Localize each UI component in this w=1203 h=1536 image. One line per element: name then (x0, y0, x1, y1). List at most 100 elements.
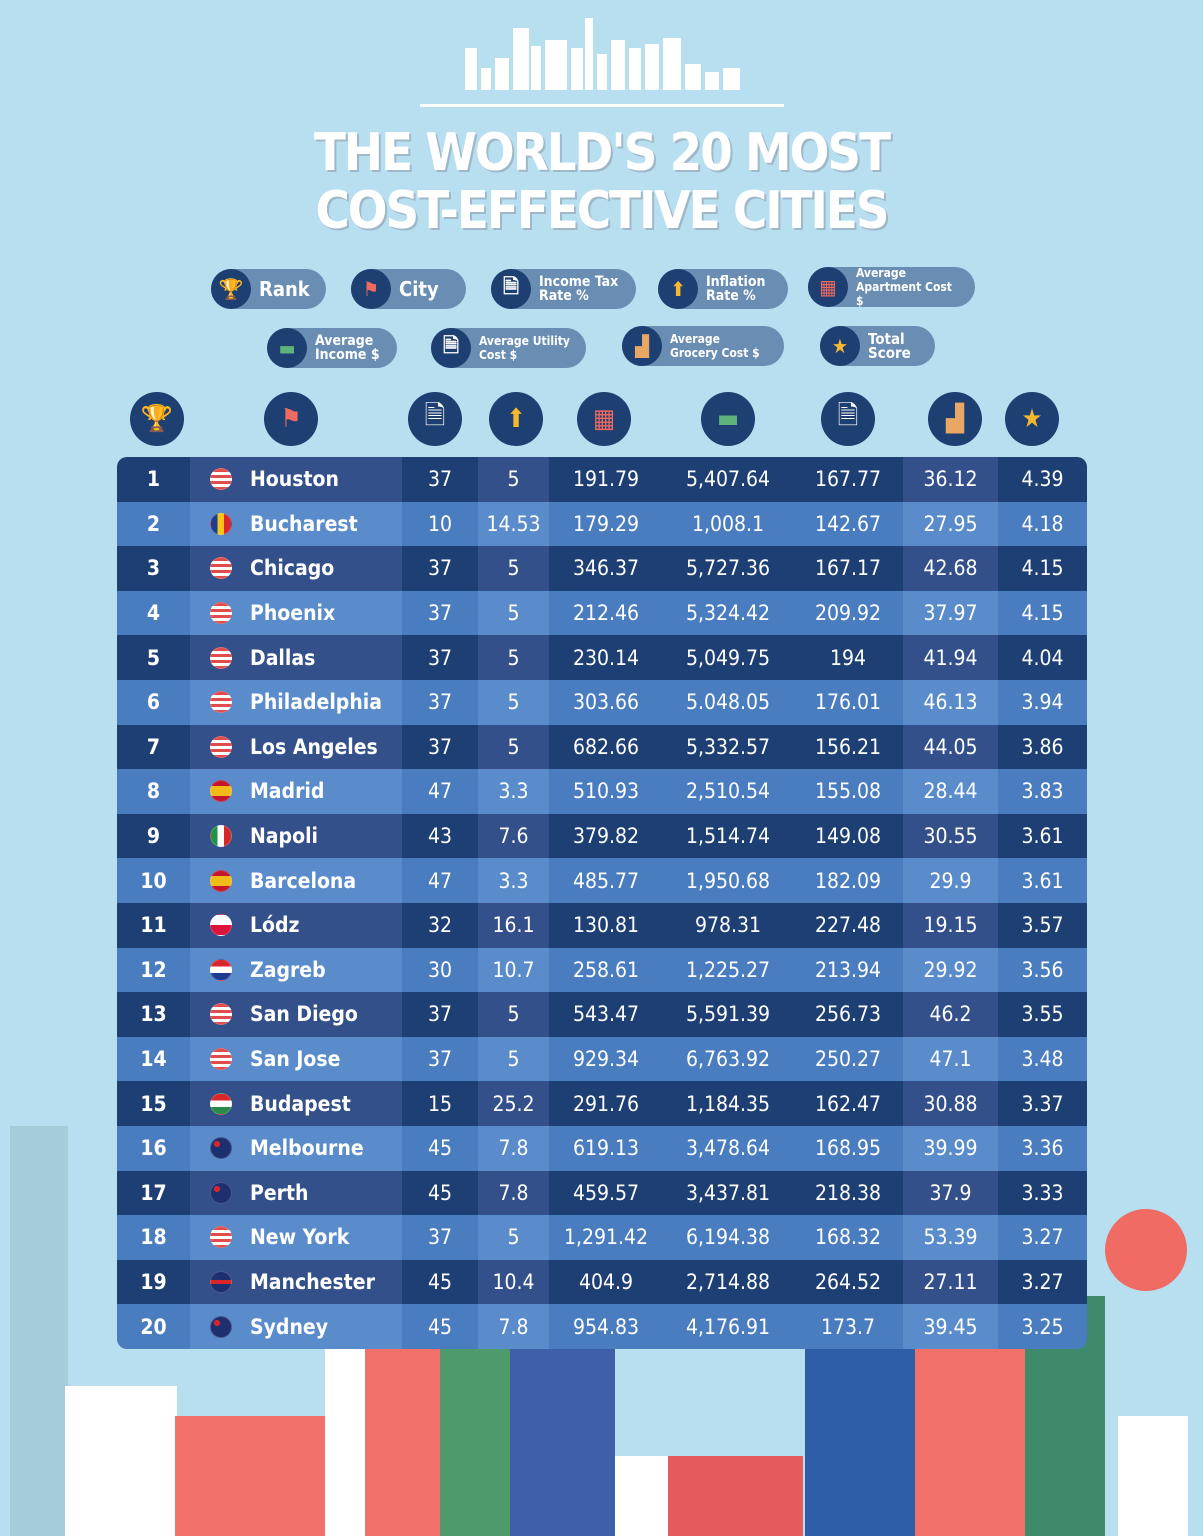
cell-grocery: 27.11 (903, 1259, 998, 1305)
cell-grocery: 53.39 (903, 1215, 998, 1260)
score-value: 3.57 (1021, 913, 1064, 938)
flag-us-icon (210, 1003, 232, 1026)
tax-value: 15 (427, 1091, 453, 1116)
cell-score: 3.36 (998, 1126, 1087, 1171)
star-icon: ★ (820, 326, 860, 366)
city-value: Melbourne (250, 1136, 364, 1161)
cell-rank: 17 (117, 1171, 190, 1216)
tax-value: 37 (427, 645, 453, 670)
cell-grocery: 29.9 (903, 858, 998, 903)
cell-city: Perth (190, 1170, 402, 1216)
cell-city: Philadelphia (190, 679, 402, 725)
utility-value: 218.38 (814, 1180, 882, 1205)
cell-tax: 37 (402, 591, 478, 636)
cell-tax: 37 (402, 546, 478, 591)
score-value: 3.86 (1021, 734, 1064, 759)
inflation-value: 16.1 (492, 913, 535, 938)
cell-tax: 15 (402, 1081, 478, 1126)
grocery-value: 39.99 (923, 1136, 978, 1161)
cell-tax: 43 (402, 814, 478, 859)
city-value: New York (250, 1225, 350, 1250)
tax-value: 45 (427, 1314, 453, 1339)
utility-value: 194 (829, 645, 867, 670)
cell-tax: 37 (402, 635, 478, 680)
grocery-value: 36.12 (923, 467, 978, 492)
income-value: 5,332.57 (685, 734, 771, 759)
tax-value: 37 (427, 1225, 453, 1250)
city-value: Budapest (250, 1091, 351, 1116)
cell-inflation: 7.8 (478, 1170, 549, 1216)
city-value: Manchester (250, 1269, 375, 1294)
cell-income: 1,950.68 (663, 858, 793, 903)
cell-apartment: 291.76 (549, 1081, 663, 1126)
cell-grocery: 29.92 (903, 947, 998, 993)
city-value: Chicago (250, 556, 335, 581)
cell-city: Budapest (190, 1081, 402, 1126)
cell-city: Houston (190, 457, 402, 502)
legend-rank: 🏆 Rank (211, 269, 326, 309)
cell-city: Barcelona (190, 858, 402, 903)
cell-inflation: 7.8 (478, 1304, 549, 1349)
apartment-value: 303.66 (572, 690, 640, 715)
cell-inflation: 3.3 (478, 858, 549, 903)
flag-us-icon (210, 691, 232, 714)
cell-rank: 13 (117, 992, 190, 1037)
tax-value: 37 (427, 1002, 453, 1027)
city-value: Philadelphia (250, 690, 382, 715)
rank-value: 13 (140, 1002, 167, 1027)
cell-score: 3.33 (998, 1171, 1087, 1216)
flag-it-icon (210, 825, 232, 848)
legend-inflation: ⬆ Inflation Rate % (658, 269, 788, 309)
cell-rank: 20 (117, 1304, 190, 1349)
cell-inflation: 5 (478, 1036, 549, 1082)
score-value: 3.33 (1021, 1180, 1064, 1205)
grocery-value: 53.39 (923, 1225, 978, 1250)
city-value: Zagreb (250, 957, 326, 982)
income-value: 4,176.91 (685, 1314, 771, 1339)
cell-inflation: 5 (478, 635, 549, 680)
cell-apartment: 485.77 (549, 858, 663, 903)
cell-apartment: 510.93 (549, 769, 663, 814)
rank-value: 18 (140, 1225, 167, 1250)
cell-rank: 6 (117, 680, 190, 725)
cell-apartment: 682.66 (549, 725, 663, 770)
rank-value: 12 (140, 957, 167, 982)
city-value: Sydney (250, 1314, 329, 1339)
cell-score: 3.61 (998, 814, 1087, 859)
cell-income: 3,437.81 (663, 1171, 793, 1216)
tax-value: 47 (427, 868, 453, 893)
grocery-value: 30.55 (923, 824, 978, 849)
cell-tax: 45 (402, 1260, 478, 1305)
cell-grocery: 39.45 (903, 1304, 998, 1349)
cell-rank: 3 (117, 546, 190, 591)
cell-city: New York (190, 1215, 402, 1260)
cell-utility: 227.48 (793, 903, 903, 948)
table-row: 2 Bucharest 10 14.53 179.29 1,008.1 142.67 27.9… (117, 501, 1087, 547)
cell-city: Bucharest (190, 501, 402, 547)
utility-value: 250.27 (814, 1047, 882, 1072)
tax-value: 30 (427, 957, 453, 982)
utility-value: 167.77 (814, 467, 882, 492)
flag-icon: ⚑ (351, 269, 391, 309)
legend-income-tax: 🗎 Income Tax Rate % (491, 269, 636, 309)
cell-grocery: 42.68 (903, 546, 998, 591)
table-row: 3 Chicago 37 5 346.37 5,727.36 167.17 42.68 4.15 (117, 546, 1087, 591)
table-row: 18 New York 37 5 1,291.42 6,194.38 168.32 53.39… (117, 1215, 1087, 1260)
cell-income: 5,591.39 (663, 992, 793, 1037)
cell-grocery: 27.95 (903, 501, 998, 547)
score-value: 4.15 (1021, 601, 1064, 626)
cell-tax: 30 (402, 948, 478, 993)
rank-value: 19 (140, 1269, 167, 1294)
cell-grocery: 30.55 (903, 813, 998, 859)
cell-utility: 155.08 (793, 769, 903, 814)
cell-apartment: 619.13 (549, 1126, 663, 1171)
rank-value: 7 (146, 734, 161, 759)
apartment-value: 191.79 (572, 467, 640, 492)
rank-value: 4 (146, 601, 161, 626)
cell-tax: 37 (402, 457, 478, 502)
tax-value: 45 (427, 1269, 453, 1294)
divider (420, 104, 784, 107)
grocery-value: 37.9 (929, 1180, 972, 1205)
sun-icon (1105, 1209, 1187, 1291)
cell-income: 6,763.92 (663, 1037, 793, 1082)
